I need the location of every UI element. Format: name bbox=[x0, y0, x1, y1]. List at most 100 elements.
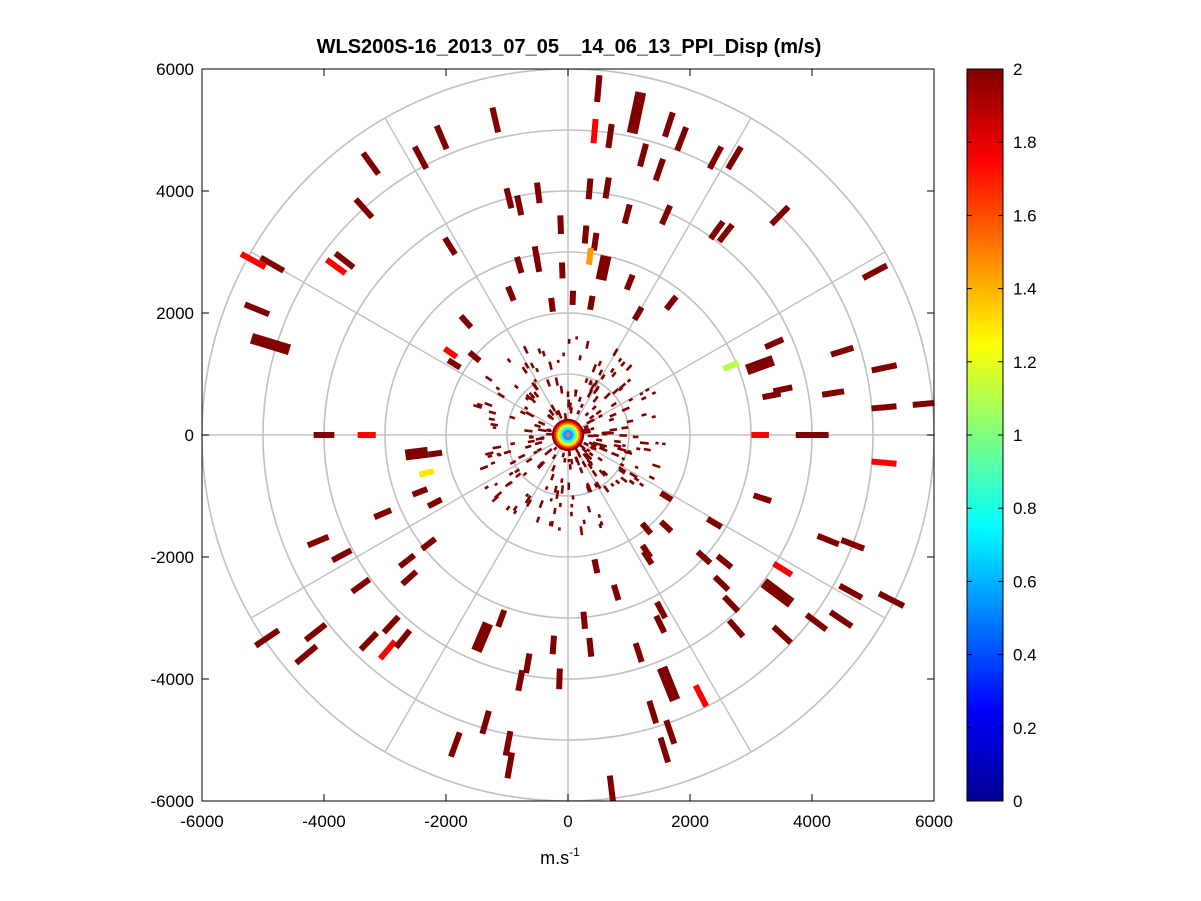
data-point bbox=[594, 74, 603, 103]
near-range-return bbox=[636, 447, 641, 451]
y-tick-label: 2000 bbox=[156, 304, 194, 323]
near-center-return bbox=[561, 428, 575, 442]
near-range-return bbox=[548, 521, 553, 527]
plot-area bbox=[202, 69, 934, 801]
data-point bbox=[313, 432, 335, 438]
near-range-return bbox=[567, 338, 571, 344]
near-range-return bbox=[643, 447, 651, 452]
x-tick-label: 2000 bbox=[671, 812, 709, 831]
data-point bbox=[303, 622, 328, 643]
colorbar-tick-label: 1.4 bbox=[1013, 280, 1037, 299]
near-range-return bbox=[628, 479, 635, 485]
near-range-return bbox=[521, 366, 528, 374]
near-range-return bbox=[524, 444, 532, 449]
data-point bbox=[838, 582, 864, 601]
near-range-return bbox=[484, 485, 489, 490]
near-range-return bbox=[570, 511, 573, 517]
data-point bbox=[610, 584, 622, 601]
near-range-return bbox=[553, 507, 557, 515]
near-range-return bbox=[539, 460, 544, 466]
data-point bbox=[771, 624, 793, 645]
data-point bbox=[760, 578, 795, 608]
near-range-return bbox=[527, 439, 535, 444]
near-range-return bbox=[592, 434, 599, 437]
near-range-return bbox=[534, 440, 543, 446]
data-point bbox=[623, 273, 636, 291]
near-range-return bbox=[548, 361, 553, 370]
y-tick-label: 6000 bbox=[156, 60, 194, 79]
near-range-return bbox=[627, 449, 632, 454]
plot-content bbox=[202, 69, 934, 801]
near-range-return bbox=[567, 482, 571, 490]
azimuth-spoke bbox=[567, 117, 752, 436]
near-range-return bbox=[641, 412, 647, 417]
near-range-return bbox=[597, 456, 603, 462]
near-range-return bbox=[568, 464, 572, 470]
data-point bbox=[458, 314, 474, 330]
near-range-return bbox=[602, 432, 608, 436]
near-range-return bbox=[620, 361, 626, 368]
data-point bbox=[548, 297, 556, 313]
near-range-return bbox=[535, 516, 541, 523]
near-range-return bbox=[515, 472, 522, 479]
near-range-return bbox=[598, 446, 608, 453]
near-range-return bbox=[622, 443, 626, 448]
near-range-return bbox=[634, 465, 639, 470]
near-range-return bbox=[525, 457, 533, 464]
near-range-return bbox=[537, 428, 547, 433]
near-range-return bbox=[644, 387, 650, 393]
near-range-return bbox=[593, 482, 599, 488]
near-range-return bbox=[476, 402, 483, 407]
radar-origin-marker bbox=[565, 432, 571, 438]
near-range-return bbox=[550, 404, 556, 412]
near-range-return bbox=[488, 410, 497, 415]
data-point bbox=[795, 432, 817, 438]
data-point bbox=[558, 262, 566, 279]
near-range-return bbox=[633, 476, 640, 482]
data-point bbox=[621, 203, 633, 225]
data-point bbox=[821, 388, 845, 398]
data-point bbox=[330, 547, 353, 563]
near-range-return bbox=[611, 371, 617, 378]
near-range-return bbox=[576, 409, 581, 415]
colorbar-tick-label: 0.2 bbox=[1013, 719, 1037, 738]
near-range-return bbox=[603, 392, 611, 400]
near-range-return bbox=[621, 426, 629, 430]
near-range-return bbox=[662, 442, 666, 446]
near-range-return bbox=[632, 435, 639, 439]
near-range-return bbox=[492, 426, 497, 430]
near-range-return bbox=[533, 378, 538, 383]
near-range-return bbox=[581, 447, 588, 454]
data-point bbox=[639, 521, 654, 536]
data-point bbox=[358, 630, 380, 652]
near-range-return bbox=[595, 409, 602, 416]
data-point bbox=[751, 432, 769, 438]
data-point bbox=[715, 553, 734, 570]
near-range-return bbox=[579, 403, 584, 409]
near-range-return bbox=[585, 483, 591, 490]
azimuth-spoke bbox=[567, 251, 886, 436]
near-range-return bbox=[487, 454, 493, 459]
near-range-return bbox=[651, 463, 661, 469]
near-range-return bbox=[519, 410, 527, 415]
data-point bbox=[659, 204, 673, 226]
data-point bbox=[502, 730, 514, 757]
near-range-return bbox=[507, 480, 513, 486]
data-point bbox=[479, 709, 492, 735]
data-point bbox=[412, 145, 430, 171]
data-point bbox=[503, 187, 515, 209]
data-point bbox=[471, 621, 493, 653]
near-range-return bbox=[618, 466, 627, 473]
data-point bbox=[373, 507, 393, 520]
near-range-return bbox=[624, 450, 633, 456]
near-range-return bbox=[538, 499, 544, 509]
data-point bbox=[404, 446, 429, 461]
near-range-return bbox=[522, 345, 529, 355]
data-point bbox=[692, 684, 709, 708]
near-range-return bbox=[640, 396, 647, 401]
data-point bbox=[654, 600, 668, 620]
data-point bbox=[605, 123, 615, 149]
near-range-return bbox=[626, 378, 632, 383]
colorbar-tick-label: 1.8 bbox=[1013, 133, 1037, 152]
near-center-return bbox=[557, 424, 579, 446]
